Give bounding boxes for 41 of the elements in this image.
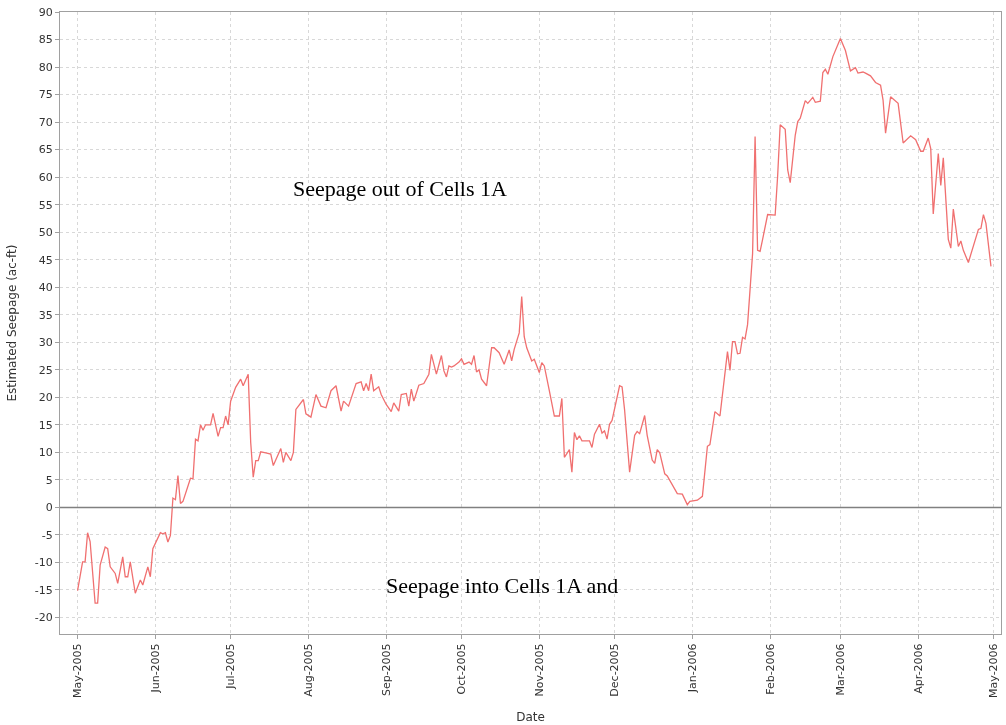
- y-tick-label: 85: [38, 33, 53, 47]
- x-tick-label: Jan-2006: [685, 643, 699, 694]
- x-tick-label: Mar-2006: [833, 643, 847, 696]
- y-tick-label: 15: [38, 418, 53, 432]
- line-series: [76, 37, 992, 604]
- y-tick-label: 45: [38, 253, 53, 267]
- x-tick-label: Dec-2005: [608, 643, 622, 697]
- x-tick-label: Aug-2005: [302, 643, 315, 697]
- x-tick-label: Nov-2005: [532, 643, 546, 697]
- annotation: Seepage out of Cells 1A: [293, 176, 507, 201]
- y-tick-label: -20: [34, 611, 53, 625]
- y-tick-label: 40: [38, 281, 53, 295]
- y-tick-label: 25: [38, 363, 53, 377]
- y-tick-label: -5: [41, 528, 53, 542]
- y-tick-label: 55: [38, 198, 53, 212]
- y-tick-label: 50: [38, 226, 53, 240]
- annotation: Seepage into Cells 1A and: [386, 573, 619, 598]
- y-tick-label: 65: [38, 143, 53, 157]
- y-tick-label: 0: [45, 501, 53, 515]
- y-tick-label: 30: [38, 336, 53, 350]
- x-tick-label: May-2005: [71, 643, 85, 698]
- x-tick-label: Apr-2006: [911, 643, 925, 694]
- x-tick-label: Oct-2005: [455, 643, 469, 695]
- y-tick-label: 5: [45, 473, 53, 487]
- y-tick-label: 80: [38, 60, 53, 74]
- x-tick-label: Sep-2005: [379, 643, 393, 697]
- x-tick-label: Feb-2006: [763, 643, 777, 695]
- y-tick-label: 75: [38, 88, 53, 102]
- x-tick-label: May-2006: [987, 643, 1001, 698]
- x-tick-label: Jul-2005: [224, 643, 238, 690]
- y-tick-label: 90: [38, 5, 53, 19]
- y-tick-label: -10: [34, 556, 53, 570]
- x-axis-title: Date: [516, 709, 545, 724]
- y-tick-label: 10: [38, 446, 53, 460]
- y-tick-label: -15: [34, 583, 53, 597]
- x-tick-label: Jun-2005: [148, 643, 162, 694]
- y-tick-label: 60: [38, 170, 53, 184]
- y-axis-title: Estimated Seepage (ac-ft): [5, 244, 20, 402]
- y-tick-label: 20: [38, 391, 53, 405]
- y-tick-label: 70: [38, 115, 53, 129]
- y-tick-label: 35: [38, 308, 53, 322]
